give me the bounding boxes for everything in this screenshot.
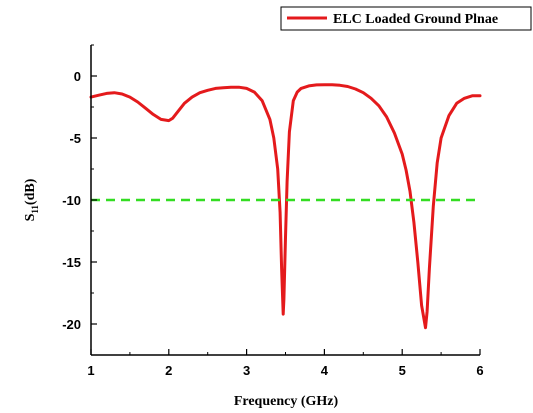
y-tick-label: -15 bbox=[62, 255, 81, 270]
y-tick-label: -5 bbox=[69, 131, 81, 146]
x-tick-label: 1 bbox=[87, 363, 94, 378]
legend: ELC Loaded Ground Plnae bbox=[280, 6, 532, 31]
legend-label: ELC Loaded Ground Plnae bbox=[333, 12, 498, 27]
x-tick-label: 3 bbox=[243, 363, 250, 378]
y-tick-label: 0 bbox=[74, 69, 81, 84]
y-tick-label: -20 bbox=[62, 317, 81, 332]
x-tick-label: 4 bbox=[321, 363, 329, 378]
y-axis-title-subscript: 11 bbox=[30, 205, 40, 214]
y-ticks: 0 -5 -10 -15 -20 bbox=[62, 44, 97, 356]
y-axis-title-suffix: (dB) bbox=[23, 178, 38, 205]
y-axis-title-main: S bbox=[23, 213, 38, 221]
x-axis-title: Frequency (GHz) bbox=[234, 394, 339, 409]
x-tick-label: 6 bbox=[476, 363, 483, 378]
y-tick-label: -10 bbox=[62, 193, 81, 208]
legend-box bbox=[280, 6, 532, 31]
x-tick-label: 2 bbox=[165, 363, 172, 378]
x-ticks: 1 2 3 4 5 6 bbox=[87, 349, 484, 378]
y-axis-title: S11(dB) bbox=[23, 178, 40, 221]
series-line-elc-loaded-ground-plane bbox=[89, 83, 482, 330]
x-tick-label: 5 bbox=[399, 363, 406, 378]
plot-area bbox=[89, 83, 482, 330]
